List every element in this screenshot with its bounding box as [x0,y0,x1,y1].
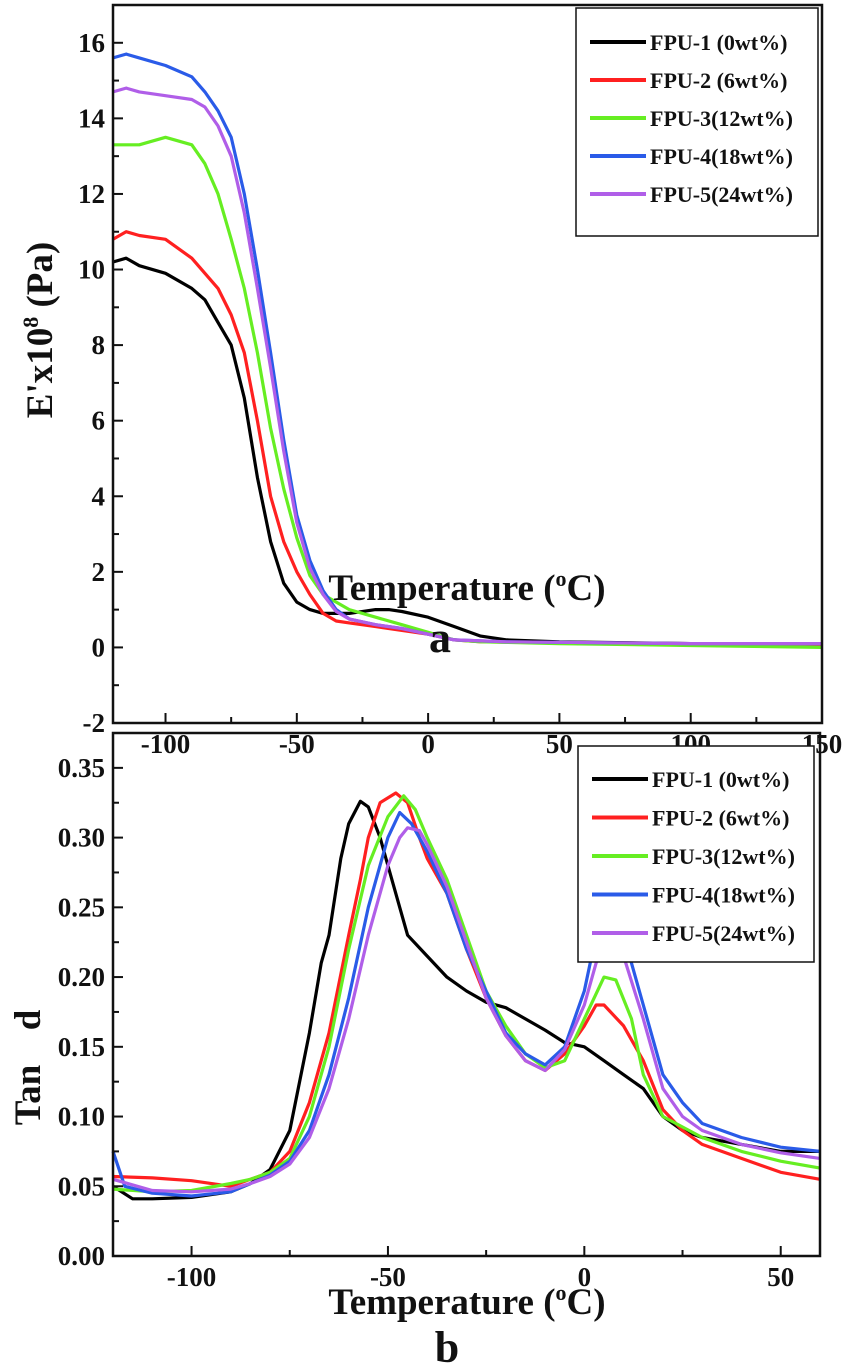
legend-box [575,7,819,237]
y-tick-label: 4 [92,481,106,511]
y-tick-label: 0.20 [58,962,105,992]
y-tick-label: 0.30 [58,823,105,853]
x-tick-label: -50 [370,1262,406,1292]
legend: FPU-1 (0wt%) FPU-2 (6wt%) FPU-3(12wt%) FPU-… [575,7,819,237]
series-line-1 [112,256,823,648]
legend-label: FPU-5(24wt%) [652,921,795,946]
y-tick-label: 10 [78,255,105,285]
legend-label: FPU-1 (0wt%) [652,767,789,792]
panel-label-a: a [429,613,451,662]
y-tick-label: 14 [78,103,105,133]
legend: FPU-1 (0wt%) FPU-2 (6wt%) FPU-3(12wt%) FPU-… [577,745,815,963]
y-axis-label-a: E'x108 (Pa) [18,242,61,418]
x-tick-label: 50 [767,1262,794,1292]
y-tick-label: 0.15 [58,1032,105,1062]
y-tick-label: 12 [78,179,105,209]
panel-label-b: b [435,1323,459,1369]
y-tick-label: 2 [92,557,106,587]
legend-label: FPU-2 (6wt%) [650,68,787,93]
legend-label: FPU-1 (0wt%) [650,30,787,55]
x-tick-label: 0 [578,1262,592,1292]
series-line-5 [112,826,821,1194]
y-axis-label-b: Tan [8,1064,49,1125]
y-tick-label: 0 [92,632,106,662]
legend-label: FPU-4(18wt%) [650,144,793,169]
x-tick-label: 0 [421,729,435,759]
plot-frame [111,731,822,1258]
y-tick-label: 16 [78,28,105,58]
legend-label: FPU-3(12wt%) [650,106,793,131]
y-axis-label-b-symbol: d [8,1009,49,1030]
plot-frame [111,3,824,725]
legend-label: FPU-4(18wt%) [652,883,795,908]
y-tick-label: 6 [92,406,106,436]
series-line-5 [112,86,822,646]
legend-label: FPU-2 (6wt%) [652,806,789,831]
y-tick-label: 0.25 [58,892,105,922]
y-tick-label: 0.00 [58,1241,105,1271]
legend-label: FPU-5(24wt%) [650,182,793,207]
y-tick-label: 0.10 [58,1102,105,1132]
y-tick-label: 8 [92,330,106,360]
x-axis-label-b: Temperature (oC) [328,1280,605,1323]
x-tick-label: -100 [167,1262,217,1292]
legend-label: FPU-3(12wt%) [652,844,795,869]
chart-panel-b: -100 -50 0 50 0.00 0.05 0.10 0.15 0.20 0.25 0.30 0.… [58,731,822,1292]
y-tick-label: 0.05 [58,1171,105,1201]
x-axis-label-a: Temperature (oC) [328,566,605,609]
series-line-1 [112,799,820,1201]
y-tick-label: -2 [83,708,106,738]
series-line-3 [112,794,821,1194]
y-tick-label: 0.35 [58,753,105,783]
